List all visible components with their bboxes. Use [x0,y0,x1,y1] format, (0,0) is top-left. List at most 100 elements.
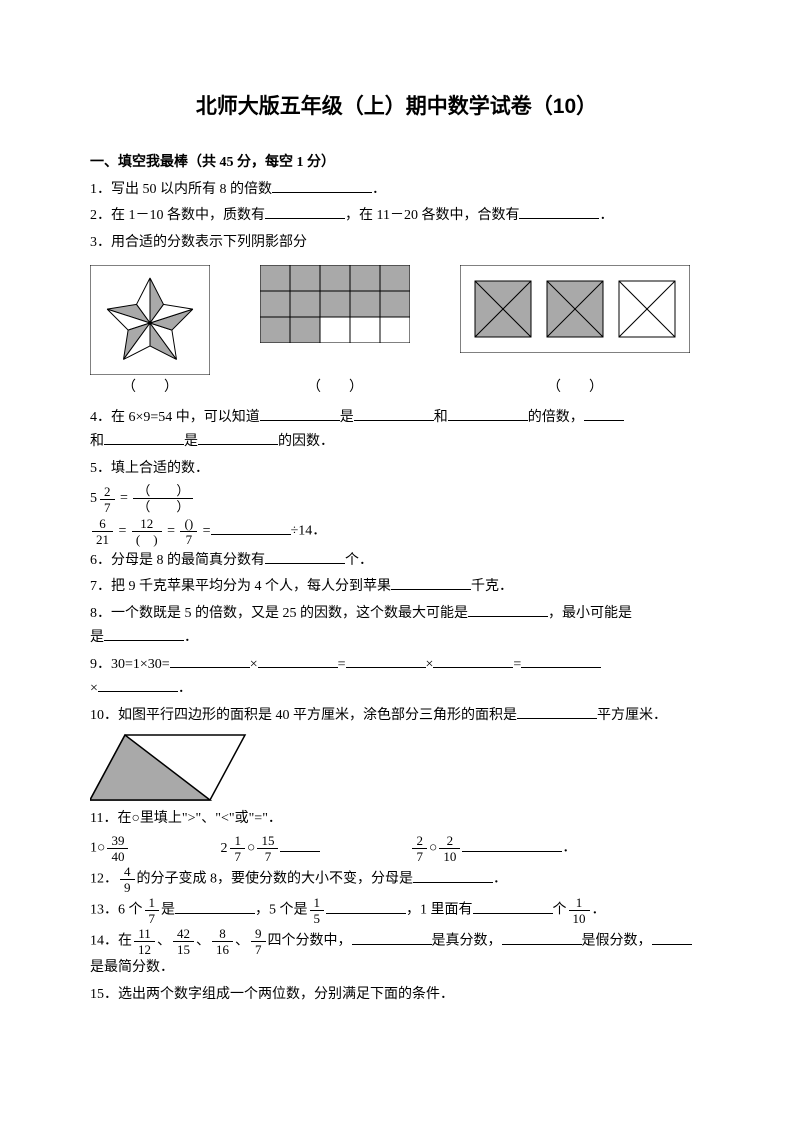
q14b: 四个分数中， [268,934,352,949]
whole: 2 [220,837,227,862]
q5tail: ÷14． [291,524,327,539]
q1: 1．写出 50 以内所有 8 的倍数 ． [90,178,703,203]
q8a: 8．一个数既是 5 的倍数，又是 25 的因数，这个数最大可能是 [90,606,468,621]
num: 1 [310,896,325,911]
blank [517,704,597,719]
q14: 14．在1112、4215、816、97四个分数中，是真分数，是假分数，是最简分… [90,927,703,981]
q9: 9．30=1×30=×=×=×． [90,653,703,702]
q12: 12．49的分子变成 8，要使分数的大小不变，分母是． [90,865,703,894]
blank [502,930,582,945]
den: 15 [173,942,194,956]
num: 2 [412,834,427,849]
period: ． [178,681,192,696]
num: 6 [92,517,113,532]
q12a: 12． [90,872,118,887]
den: 7 [100,500,115,514]
q3: 3．用合适的分数表示下列阴影部分 [90,231,703,256]
q13d: ，1 里面有 [406,903,473,918]
times: × [426,657,434,672]
q11-2: 217○157 [220,834,320,863]
period: ． [493,872,507,887]
blank [413,868,493,883]
blank [448,406,528,421]
blank [280,837,320,852]
parallelogram-svg [90,730,250,805]
q13a: 13．6 个 [90,903,143,918]
q4a: 4．在 6×9=54 中，可以知道 [90,410,260,425]
num: 1 [569,896,590,911]
den: 21 [92,532,113,546]
page-title: 北师大版五年级（上）期中数学试卷（10） [90,90,703,124]
q2b: ，在 11－20 各数中，合数有 [345,208,519,223]
q13b: 是 [161,903,175,918]
q11-3: 27○210． [410,834,576,863]
period: ． [599,208,613,223]
num: 1 [145,896,160,911]
q14c: 是真分数， [432,934,502,949]
q4e: 和 [90,434,104,449]
q1-text: 1．写出 50 以内所有 8 的倍数 [90,182,272,197]
q10: 10．如图平行四边形的面积是 40 平方厘米，涂色部分三角形的面积是平方厘米． [90,704,703,729]
blank [352,930,432,945]
fig-parallelogram [90,730,703,805]
blank [391,575,471,590]
sep: 、 [196,934,210,949]
sep: 、 [157,934,171,949]
den: （ ） [133,499,193,513]
den: 16 [212,942,233,956]
den: 9 [120,880,135,894]
q8: 8．一个数既是 5 的倍数，又是 25 的因数，这个数最大可能是，最小可能是是． [90,602,703,651]
q13: 13．6 个17是，5 个是15，1 里面有个110． [90,896,703,925]
whole: 5 [90,488,97,510]
q4c: 和 [434,410,448,425]
blank [265,204,345,219]
q11-1: 1○3940 [90,834,130,863]
q5-eq2: 621 = 12( ) = ()7 =÷14． [90,517,703,546]
eq: = [338,657,346,672]
q4g: 的因数． [278,434,334,449]
fig-grid [260,265,410,343]
times: × [250,657,258,672]
den: 5 [310,911,325,925]
q11: 11．在○里填上">"、"<"或"="． [90,807,703,832]
den: 7 [412,849,427,863]
grid-svg [260,265,410,343]
blank [260,406,340,421]
blank [211,520,291,535]
q14e: 是最简分数． [90,960,174,975]
q15: 15．选出两个数字组成一个两位数，分别满足下面的条件． [90,983,703,1008]
times: × [90,681,98,696]
squares-svg [460,265,690,353]
period: ． [372,182,386,197]
den: 7 [180,532,197,546]
num: 15 [257,834,278,849]
den: 7 [145,911,160,925]
blank [354,406,434,421]
q4: 4．在 6×9=54 中，可以知道是和的倍数， 和是的因数． [90,406,703,455]
q8c: 是 [90,630,104,645]
q14a: 14．在 [90,934,132,949]
num: （ ） [133,484,193,499]
den: ( ) [132,532,162,546]
num: 9 [251,927,266,942]
num: 12 [132,517,162,532]
q7b: 千克． [471,579,513,594]
blank [175,899,255,914]
q5: 5．填上合适的数． [90,457,703,482]
section-header: 一、填空我最棒（共 45 分，每空 1 分） [90,152,703,174]
den: 40 [107,849,128,863]
q8b: ，最小可能是 [548,606,632,621]
den: 12 [134,942,155,956]
blank [170,653,250,668]
num: 8 [212,927,233,942]
q7a: 7．把 9 千克苹果平均分为 4 个人，每人分到苹果 [90,579,391,594]
blank [468,602,548,617]
blank [198,430,278,445]
blank [104,626,184,641]
q5-eq1: 527 = （ ）（ ） [90,484,703,513]
blank [265,549,345,564]
eq: = [513,657,521,672]
q14d: 是假分数， [582,934,652,949]
num: 4 [120,865,135,880]
den: 10 [439,849,460,863]
